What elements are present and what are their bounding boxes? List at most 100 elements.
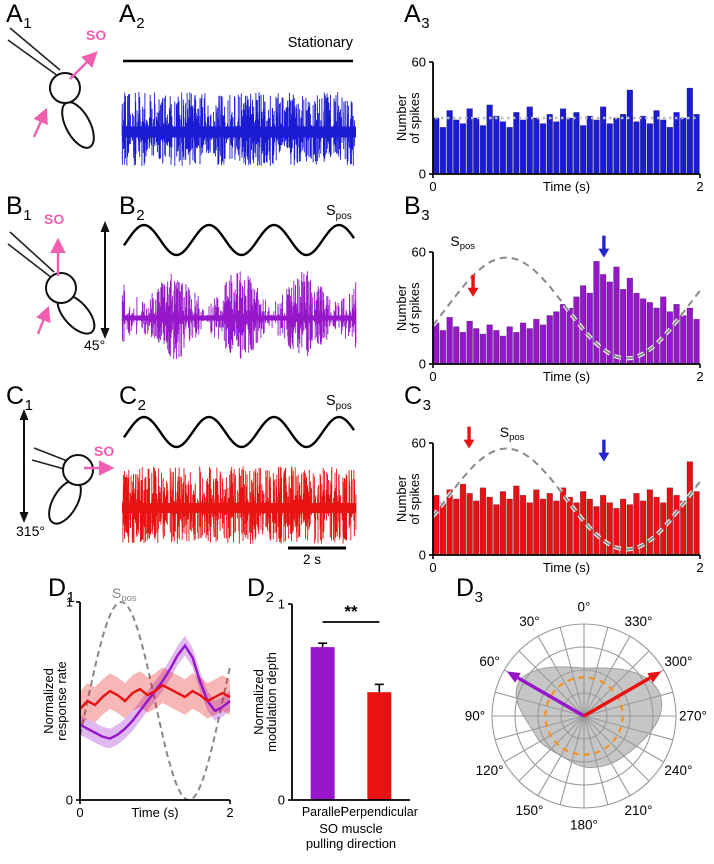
electrode-icon [9,231,55,273]
svg-text:Time (s): Time (s) [543,179,590,194]
arrowhead-down [19,512,29,523]
so-label-c1: SO [94,443,115,459]
svg-text:of spikes: of spikes [407,473,422,525]
svg-text:240°: 240° [664,763,692,778]
svg-text:300°: 300° [664,654,692,669]
electrode-icon [7,39,59,77]
spos-label-c2: Spos [326,393,352,412]
svg-text:Parallel: Parallel [302,805,344,819]
svg-text:2: 2 [226,805,233,820]
angle-label-315: 315° [16,523,45,539]
panel-label-b2: B2 [119,192,146,224]
panel-label-d2: D2 [247,574,275,606]
stimulus-sine-b2 [123,223,355,257]
svg-text:Normalized: Normalized [41,668,56,734]
schematic-a1 [7,27,98,149]
arrowhead-down [100,328,110,339]
spike-train-a2 [121,92,356,166]
svg-text:0: 0 [66,793,73,808]
panel-label-c3: C3 [404,382,432,414]
panel-label-a2: A2 [119,0,146,32]
fish-head [62,454,94,486]
svg-text:pulling direction: pulling direction [306,836,396,851]
svg-text:0: 0 [429,369,436,384]
panel-label-c1: C1 [6,382,34,414]
schematic-b1 [7,221,110,339]
so-arrow-icon [69,51,98,80]
svg-text:0: 0 [419,548,426,563]
spos-label-b2: Spos [326,203,352,222]
svg-text:Number: Number [394,284,409,331]
svg-text:Spos: Spos [500,424,525,443]
arrowhead-up [19,409,29,420]
svg-text:0: 0 [419,357,426,372]
svg-text:0: 0 [419,167,426,182]
svg-text:60: 60 [412,55,426,70]
svg-text:0°: 0° [578,600,591,615]
panel-label-a1: A1 [6,0,33,32]
svg-text:2: 2 [696,560,703,575]
svg-text:1: 1 [278,597,285,612]
svg-text:of spikes: of spikes [407,92,422,144]
svg-text:90°: 90° [465,709,485,724]
svg-text:Time (s): Time (s) [543,560,590,575]
svg-text:60°: 60° [479,654,499,669]
svg-text:150°: 150° [516,803,544,818]
svg-text:0: 0 [76,805,83,820]
panel-label-d1: D1 [48,574,76,606]
svg-text:1: 1 [66,595,73,610]
electrode-icon [33,447,71,463]
svg-text:Spos: Spos [450,233,475,252]
svg-text:0: 0 [429,560,436,575]
stimulus-sine-c2 [123,415,355,449]
svg-text:Time (s): Time (s) [131,805,178,820]
polarplot-d3: 0° 30° 60° 90° 120° 150° 180° 210° 240° 270° 300° 3… [465,600,707,833]
electrode-icon [9,27,61,71]
svg-text:Normalized: Normalized [251,669,266,735]
svg-text:2: 2 [696,369,703,384]
panel-label-b1: B1 [6,192,33,224]
panel-label-d3: D3 [456,574,484,606]
angle-label-45: 45° [84,337,106,353]
svg-text:60: 60 [412,436,426,451]
svg-text:Spos: Spos [112,585,137,604]
panel-label-b3: B3 [404,192,431,224]
svg-text:SO muscle: SO muscle [319,821,383,836]
spike-train-b2 [121,271,357,359]
fish-body [61,101,95,149]
svg-text:Number: Number [394,94,409,141]
svg-text:210°: 210° [625,803,653,818]
body-axis-arrow-icon [32,107,48,138]
fish-head [45,272,77,304]
svg-text:330°: 330° [625,614,653,629]
electrode-icon [7,243,53,279]
svg-text:**: ** [344,602,358,621]
svg-text:270°: 270° [679,709,707,724]
so-label-b1: SO [44,211,65,227]
svg-text:120°: 120° [476,763,504,778]
spike-train-c2 [122,466,357,544]
panel-label-a3: A3 [404,0,431,32]
svg-text:response rate: response rate [54,661,69,741]
svg-text:modulation depth: modulation depth [264,652,279,752]
svg-text:Time (s): Time (s) [543,369,590,384]
svg-text:180°: 180° [570,818,598,833]
svg-text:0: 0 [429,179,436,194]
svg-text:0: 0 [278,793,285,808]
svg-text:Perpendicular: Perpendicular [341,805,418,819]
panel-label-c2: C2 [119,382,147,414]
scalebar-label: 2 s [303,552,322,567]
schematic-c1 [19,409,115,525]
svg-text:30°: 30° [519,614,539,629]
arrowhead-up [100,221,110,232]
svg-text:2: 2 [696,179,703,194]
fish-head [49,72,81,104]
